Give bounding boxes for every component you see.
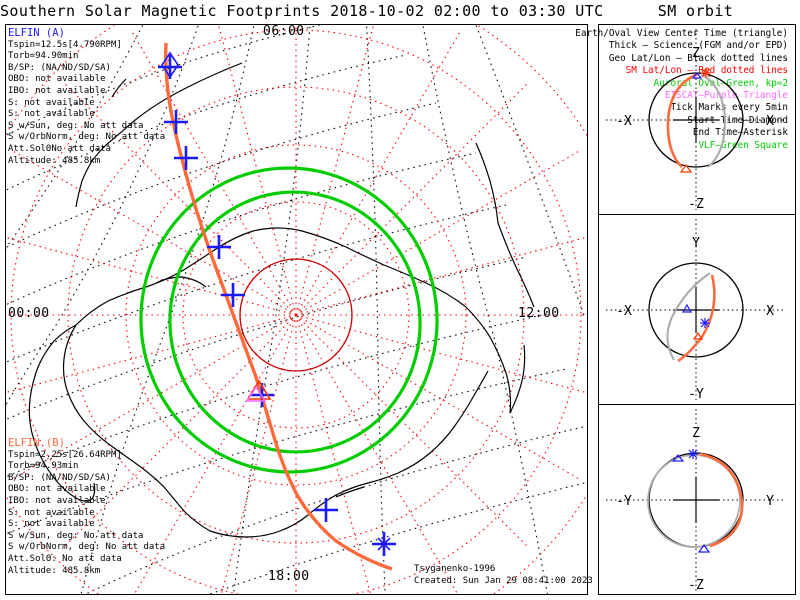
legend-item-0: Earth/Oval View Center Time (triangle)	[575, 28, 788, 39]
probe-b-line-8: S w/OrbNorm, deg: No att data	[8, 542, 166, 553]
probe-b-line-2: B/SP: (NA/ND/SD/SA)	[8, 472, 111, 483]
probe-a-line-1: Torb=94.90min	[8, 51, 79, 62]
sm-orbit-xy-plot: Y -X X -Y	[606, 219, 786, 402]
end-time-asterisk	[376, 536, 392, 552]
start-time-diamond	[161, 51, 179, 79]
footprint-track	[164, 42, 393, 571]
probe-a-info: ELFIN (A) Tspin=12.5s[4.790RPM] Torb=94.…	[8, 27, 166, 167]
legend-item-5: EISCAT—Purple Triangle	[664, 90, 788, 102]
legend-item-1: Thick — Science (FGM and/or EPD)	[608, 40, 788, 52]
sm-panel-xy: Y -X X -Y	[598, 214, 795, 404]
probe-b-line-7: S w/Sun, deg: No att data	[8, 530, 144, 541]
probe-a-line-3: OBO: not available	[8, 74, 106, 85]
probe-b-line-4: IBO: not available	[8, 495, 106, 506]
mlt-label-bottom: 18:00	[268, 569, 310, 584]
mlt-label-top: 06:00	[263, 24, 305, 39]
antarctic-coastline	[28, 62, 535, 538]
probe-b-line-10: Altitude: 485.8km	[8, 565, 101, 576]
probe-b-name: ELFIN (B)	[8, 437, 65, 449]
probe-a-line-5: S: not available	[8, 97, 95, 108]
sm-yz-axis-left: -Y	[616, 494, 632, 509]
field-model-label: Tsyganenko-1996	[414, 564, 496, 574]
probe-a-line-10: Altitude: 485.8km	[8, 155, 101, 166]
sm-column-left-border	[598, 24, 599, 595]
sm-column-right-border	[795, 24, 796, 595]
legend-item-4: Auroral Oval—Green, kp=2	[653, 77, 788, 89]
legend-item-2: Geo Lat/Lon — Black dotted lines	[608, 52, 788, 64]
page-title: Southern Solar Magnetic Footprints 2018-…	[0, 2, 604, 20]
credits-block: Tsyganenko-1996 Created: Sun Jan 29 08:4…	[414, 563, 593, 587]
probe-a-line-7: S w/Sun, deg: No att data	[8, 120, 144, 131]
probe-b-line-0: Tspin=2.25s[26.64RPM]	[8, 449, 122, 460]
sm-orbit-xz-plot: Z -X X -Z	[606, 29, 786, 212]
sm-orbit-column: Z -X X -Z Y	[598, 24, 795, 595]
probe-b-line-3: OBO: not available	[8, 484, 106, 495]
probe-b-line-6: S: not available	[8, 519, 95, 530]
probe-a-line-9: Att.SolΘNo att data	[8, 143, 111, 154]
sm-xy-axis-left: -X	[616, 304, 632, 319]
sm-xz-axis-down: -Z	[688, 197, 704, 212]
sm-panel-xz: Z -X X -Z	[598, 24, 795, 214]
legend-item-6: Tick Marks every 5min	[670, 102, 788, 114]
mlt-label-left: 00:00	[8, 306, 50, 321]
polar-footprint-plot	[6, 25, 587, 594]
sm-panel-yz: Z -Y Y -Z	[598, 404, 795, 595]
sm-xy-axis-down: -Y	[688, 387, 704, 402]
auroral-oval	[139, 166, 439, 474]
legend-item-9: VLF—Green Square	[698, 139, 788, 151]
sm-xy-axis-up: Y	[692, 236, 700, 251]
probe-a-name: ELFIN (A)	[8, 27, 65, 39]
sm-xz-axis-left: -X	[616, 114, 632, 129]
probe-b-line-9: Att.SolΘ: No att data	[8, 553, 122, 564]
legend-item-3: SM Lat/Lon — Red dotted lines	[625, 65, 788, 77]
probe-a-line-4: IBO: not available	[8, 85, 106, 96]
mlt-label-right: 12:00	[518, 306, 560, 321]
probe-a-line-6: S: not available	[8, 109, 95, 120]
sm-xy-axis-right: X	[766, 304, 774, 319]
probe-a-line-8: S w/OrbNorm, deg: No att data	[8, 132, 166, 143]
probe-a-line-2: B/SP: (NA/ND/SD/SA)	[8, 62, 111, 73]
eiscat-purple-triangle	[245, 385, 267, 402]
probe-b-line-1: Torb=94.93min	[8, 461, 79, 472]
probe-a-line-0: Tspin=12.5s[4.790RPM]	[8, 39, 122, 50]
plot-legend: Earth/Oval View Center Time (triangle) T…	[575, 28, 788, 152]
track-markers	[161, 51, 392, 552]
sm-orbit-yz-plot: Z -Y Y -Z	[606, 409, 786, 593]
sm-yz-axis-up: Z	[692, 426, 700, 441]
sm-latlon-grid	[6, 25, 587, 594]
main-plot-frame	[5, 24, 588, 595]
sm-orbit-title: SM orbit	[657, 2, 734, 20]
sm-xz-axis-right: X	[766, 114, 774, 129]
sm-xz-axis-up: Z	[692, 46, 700, 61]
created-timestamp: Created: Sun Jan 29 08:41:00 2023	[414, 576, 593, 586]
legend-item-8: End Time—Asterisk	[692, 127, 788, 139]
probe-b-info: ELFIN (B) Tspin=2.25s[26.64RPM] Torb=94.…	[8, 437, 166, 577]
probe-b-line-5: S: not available	[8, 507, 95, 518]
tick-marks	[158, 55, 396, 556]
sm-yz-axis-right: Y	[766, 494, 774, 509]
sm-yz-axis-down: -Z	[688, 578, 704, 593]
